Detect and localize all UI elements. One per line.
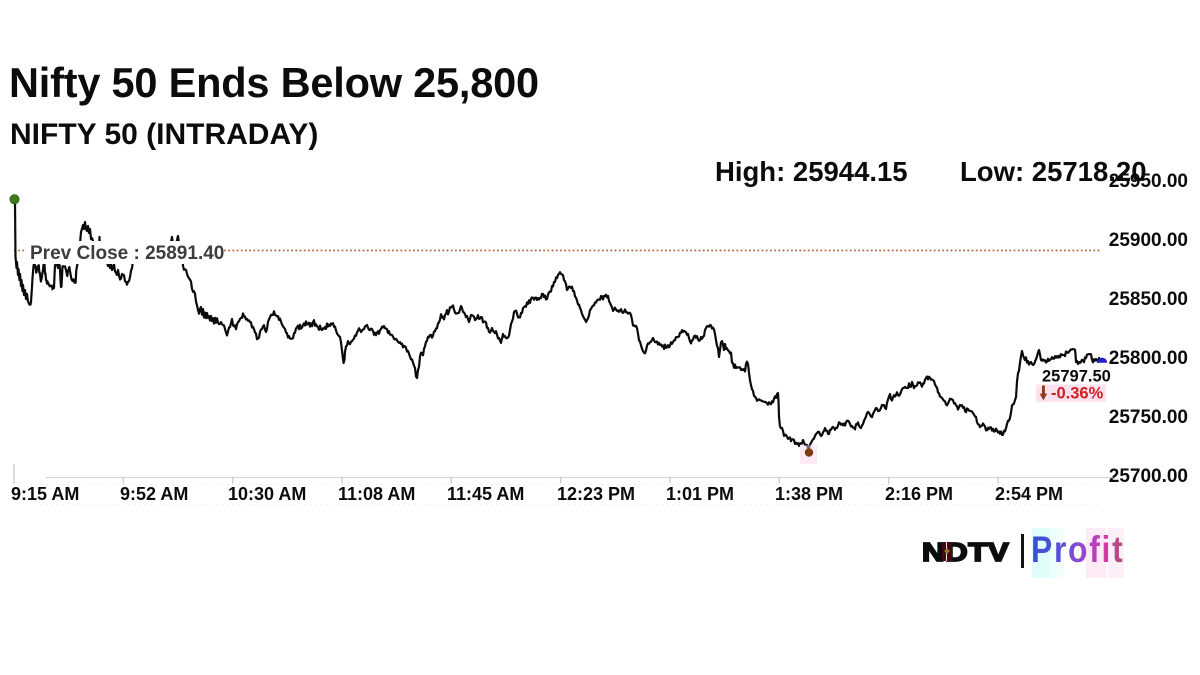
svg-text:Prev Close : 25891.40: Prev Close : 25891.40 xyxy=(30,243,224,264)
svg-text:25797.50: 25797.50 xyxy=(1042,368,1111,386)
svg-text:-0.36%: -0.36% xyxy=(1051,385,1104,403)
